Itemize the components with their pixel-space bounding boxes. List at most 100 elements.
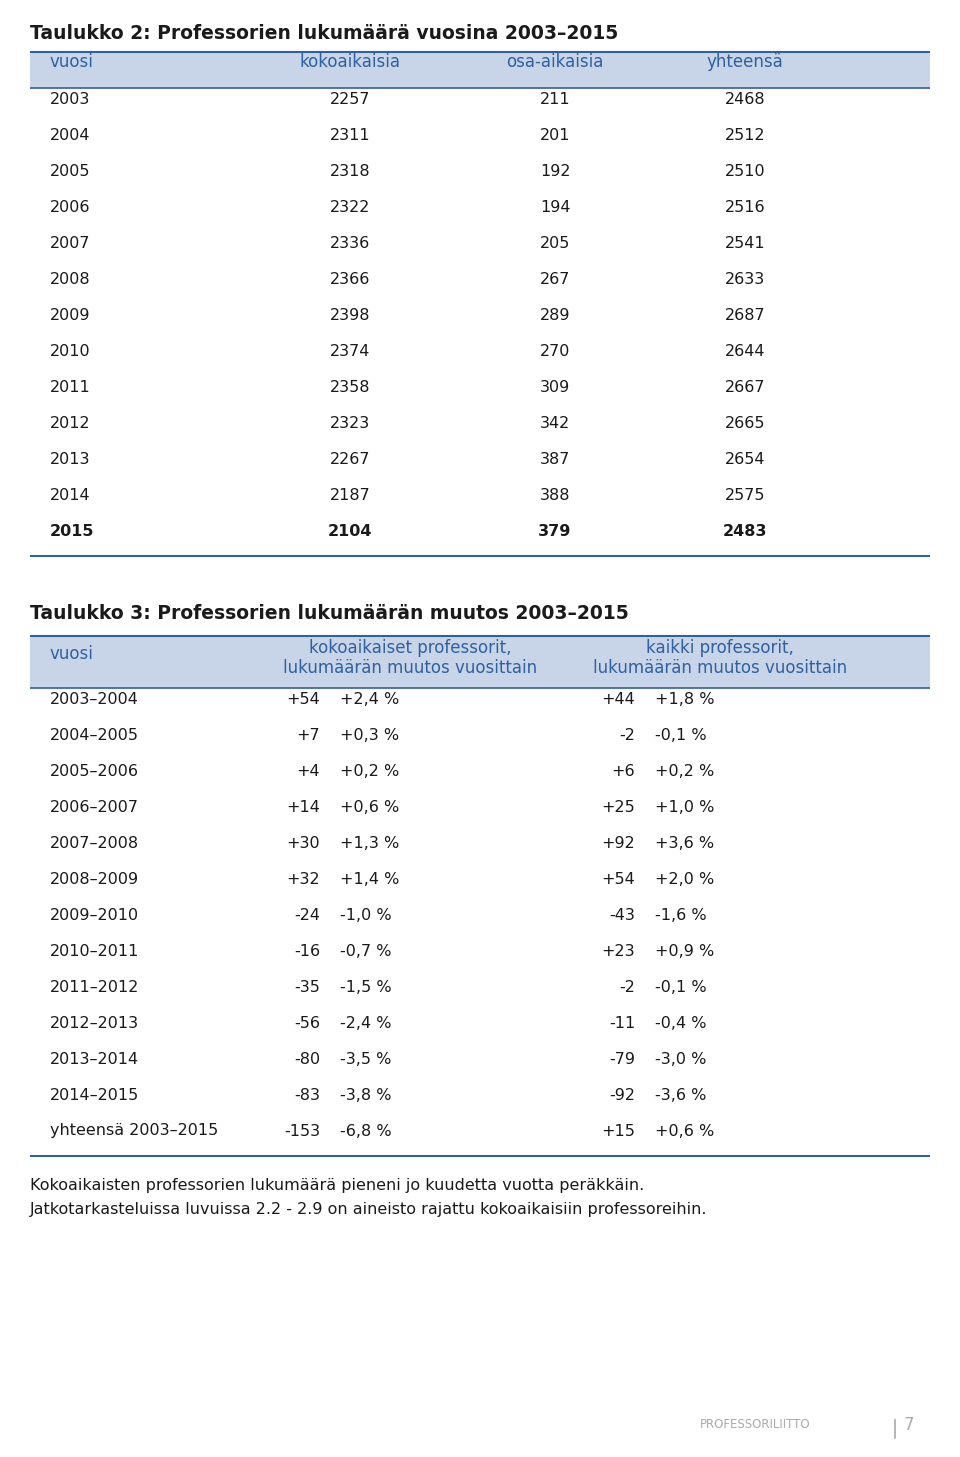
- Text: +4: +4: [297, 763, 320, 778]
- Text: 2575: 2575: [725, 488, 765, 503]
- Text: -16: -16: [294, 944, 320, 959]
- Text: 2003–2004: 2003–2004: [50, 692, 139, 707]
- Text: 2012: 2012: [50, 415, 90, 430]
- Text: yhteensä: yhteensä: [707, 52, 783, 71]
- Text: vuosi: vuosi: [50, 645, 94, 663]
- Text: 2008: 2008: [50, 271, 90, 287]
- Text: Kokoaikaisten professorien lukumäärä pieneni jo kuudetta vuotta peräkkäin.: Kokoaikaisten professorien lukumäärä pie…: [30, 1179, 644, 1193]
- Text: -1,6 %: -1,6 %: [655, 908, 707, 922]
- Text: 2541: 2541: [725, 236, 765, 251]
- Text: -2: -2: [619, 979, 635, 995]
- Text: Taulukko 3: Professorien lukumäärän muutos 2003–2015: Taulukko 3: Professorien lukumäärän muut…: [30, 605, 629, 624]
- Text: 2007: 2007: [50, 236, 90, 251]
- Text: +32: +32: [286, 871, 320, 886]
- Text: 2011: 2011: [50, 379, 91, 395]
- Text: -0,4 %: -0,4 %: [655, 1016, 707, 1030]
- Text: 2004: 2004: [50, 128, 90, 143]
- Text: +0,9 %: +0,9 %: [655, 944, 714, 959]
- Text: 2004–2005: 2004–2005: [50, 727, 139, 743]
- Text: 2322: 2322: [330, 200, 371, 214]
- Text: -80: -80: [294, 1052, 320, 1067]
- Text: 201: 201: [540, 128, 570, 143]
- Text: +0,6 %: +0,6 %: [340, 800, 399, 814]
- Text: -35: -35: [294, 979, 320, 995]
- Text: -43: -43: [610, 908, 635, 922]
- Text: 205: 205: [540, 236, 570, 251]
- Text: 2366: 2366: [330, 271, 371, 287]
- Text: +6: +6: [612, 763, 635, 778]
- Text: -92: -92: [609, 1087, 635, 1103]
- Text: 2013–2014: 2013–2014: [50, 1052, 139, 1067]
- Text: 2006: 2006: [50, 200, 90, 214]
- Text: 2005–2006: 2005–2006: [50, 763, 139, 778]
- Text: -2,4 %: -2,4 %: [340, 1016, 392, 1030]
- Text: 2633: 2633: [725, 271, 765, 287]
- Text: 2012–2013: 2012–2013: [50, 1016, 139, 1030]
- Text: kaikki professorit,: kaikki professorit,: [646, 640, 794, 657]
- Text: -79: -79: [609, 1052, 635, 1067]
- Text: -83: -83: [294, 1087, 320, 1103]
- Text: -11: -11: [609, 1016, 635, 1030]
- Text: 2374: 2374: [330, 344, 371, 358]
- Text: +14: +14: [286, 800, 320, 814]
- Text: +3,6 %: +3,6 %: [655, 835, 714, 851]
- Text: 2318: 2318: [329, 163, 371, 179]
- Text: 194: 194: [540, 200, 570, 214]
- Text: PROFESSORILIITTO: PROFESSORILIITTO: [700, 1419, 810, 1431]
- Text: -3,6 %: -3,6 %: [655, 1087, 707, 1103]
- Text: 387: 387: [540, 452, 570, 466]
- Text: +1,3 %: +1,3 %: [340, 835, 399, 851]
- Text: 2014–2015: 2014–2015: [50, 1087, 139, 1103]
- Text: +0,2 %: +0,2 %: [655, 763, 714, 778]
- Text: -3,0 %: -3,0 %: [655, 1052, 707, 1067]
- Text: kokoaikaisia: kokoaikaisia: [300, 52, 400, 71]
- Text: +1,8 %: +1,8 %: [655, 692, 714, 707]
- Text: 2011–2012: 2011–2012: [50, 979, 139, 995]
- Text: 342: 342: [540, 415, 570, 430]
- Text: 192: 192: [540, 163, 570, 179]
- Text: 7: 7: [904, 1416, 915, 1434]
- Text: -6,8 %: -6,8 %: [340, 1123, 392, 1138]
- Text: +23: +23: [601, 944, 635, 959]
- Text: +0,6 %: +0,6 %: [655, 1123, 714, 1138]
- Text: -1,0 %: -1,0 %: [340, 908, 392, 922]
- Text: 2010: 2010: [50, 344, 90, 358]
- Text: +54: +54: [601, 871, 635, 886]
- Text: -3,8 %: -3,8 %: [340, 1087, 392, 1103]
- Text: 379: 379: [539, 523, 572, 539]
- Text: 2336: 2336: [330, 236, 371, 251]
- Text: +30: +30: [286, 835, 320, 851]
- Text: +15: +15: [601, 1123, 635, 1138]
- Text: 2267: 2267: [329, 452, 371, 466]
- Text: 2398: 2398: [329, 307, 371, 322]
- Text: -0,7 %: -0,7 %: [340, 944, 392, 959]
- Text: 2009: 2009: [50, 307, 90, 322]
- Text: 2510: 2510: [725, 163, 765, 179]
- Text: 2311: 2311: [329, 128, 371, 143]
- Text: lukumäärän muutos vuosittain: lukumäärän muutos vuosittain: [593, 659, 847, 678]
- Text: 289: 289: [540, 307, 570, 322]
- Text: +1,4 %: +1,4 %: [340, 871, 399, 886]
- Text: -153: -153: [284, 1123, 320, 1138]
- Text: 2104: 2104: [327, 523, 372, 539]
- Text: vuosi: vuosi: [50, 52, 94, 71]
- Text: lukumäärän muutos vuosittain: lukumäärän muutos vuosittain: [283, 659, 537, 678]
- Text: 2013: 2013: [50, 452, 90, 466]
- Text: +92: +92: [601, 835, 635, 851]
- Text: 2644: 2644: [725, 344, 765, 358]
- Text: -2: -2: [619, 727, 635, 743]
- Text: +7: +7: [297, 727, 320, 743]
- Text: Jatkotarkasteluissa luvuissa 2.2 - 2.9 on aineisto rajattu kokoaikaisiin profess: Jatkotarkasteluissa luvuissa 2.2 - 2.9 o…: [30, 1202, 708, 1217]
- Text: +2,4 %: +2,4 %: [340, 692, 399, 707]
- Text: -0,1 %: -0,1 %: [655, 979, 707, 995]
- Text: yhteensä 2003–2015: yhteensä 2003–2015: [50, 1123, 218, 1138]
- Text: 2187: 2187: [329, 488, 371, 503]
- Text: 2468: 2468: [725, 92, 765, 106]
- Bar: [30, 637, 930, 688]
- Text: 2323: 2323: [330, 415, 371, 430]
- Text: 388: 388: [540, 488, 570, 503]
- Text: 2257: 2257: [329, 92, 371, 106]
- Text: 2665: 2665: [725, 415, 765, 430]
- Text: 2010–2011: 2010–2011: [50, 944, 139, 959]
- Text: +54: +54: [286, 692, 320, 707]
